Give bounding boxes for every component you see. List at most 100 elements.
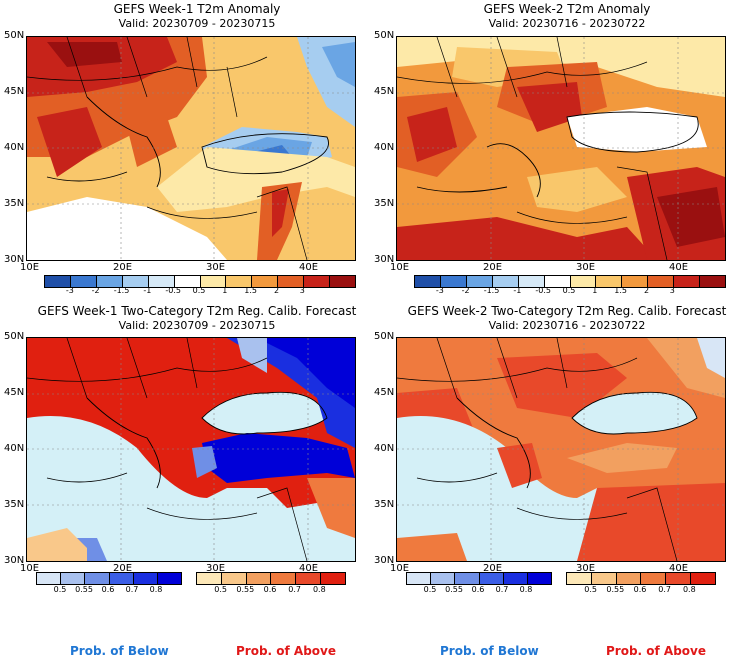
- lat-label: 50N: [4, 331, 25, 342]
- lat-label: 40N: [4, 443, 25, 454]
- prob-above-label: Prob. of Above: [236, 644, 337, 658]
- lat-label: 40N: [4, 142, 25, 153]
- colorbar-tick-label: -0.5: [535, 286, 551, 295]
- lon-label: 20E: [113, 563, 133, 574]
- colorbar-tick-label: 0.8: [312, 585, 326, 594]
- lon-label: 10E: [390, 563, 410, 574]
- anomaly-map-week2: [396, 36, 726, 261]
- colorbar-swatch: [415, 276, 441, 287]
- colorbar-tick-label: -2: [91, 286, 100, 295]
- prob-below-colorbar: [36, 572, 182, 585]
- colorbar-swatch: [455, 573, 480, 584]
- probability-map-week2: [396, 337, 726, 562]
- colorbar-swatch: [296, 573, 322, 584]
- panel-valid-dates: Valid: 20230716 - 20230722: [488, 17, 646, 30]
- colorbar-tick-label: 0.55: [445, 585, 463, 594]
- colorbar-tick-label: 0.8: [519, 585, 533, 594]
- colorbar-swatch: [544, 276, 571, 287]
- colorbar-swatch: [96, 276, 123, 287]
- colorbar-tick-label: -1: [143, 286, 152, 295]
- colorbar-swatch: [622, 276, 649, 287]
- lon-label: 30E: [576, 262, 596, 273]
- colorbar-swatch: [70, 276, 97, 287]
- colorbar-swatch: [503, 573, 528, 584]
- colorbar-swatch: [122, 276, 149, 287]
- lon-label: 10E: [20, 262, 40, 273]
- colorbar-tick-label: 0.6: [101, 585, 115, 594]
- prob-below-label: Prob. of Below: [70, 644, 169, 658]
- colorbar-tick-label: 0.6: [471, 585, 485, 594]
- lat-label: 45N: [4, 387, 25, 398]
- colorbar-swatch: [492, 276, 519, 287]
- colorbar-swatch: [252, 276, 279, 287]
- lat-label: 45N: [374, 387, 395, 398]
- panel-title: GEFS Week-2 T2m Anomaly: [483, 2, 651, 16]
- lon-label: 40E: [299, 563, 319, 574]
- prob-below-colorbar: [406, 572, 552, 585]
- lat-label: 35N: [4, 499, 25, 510]
- colorbar-tick-label: 0.7: [658, 585, 672, 594]
- colorbar-tick-label: 3: [299, 286, 305, 295]
- colorbar-swatch: [648, 276, 675, 287]
- colorbar-tick-label: 0.5: [53, 585, 67, 594]
- lon-label: 20E: [113, 262, 133, 273]
- colorbar-swatch: [304, 276, 331, 287]
- colorbar-tick-label: 0.7: [288, 585, 302, 594]
- panel-title: GEFS Week-1 T2m Anomaly: [113, 2, 281, 16]
- prob-below-colorbar-ticks: 0.5 0.55 0.6 0.7 0.8: [0, 585, 185, 595]
- colorbar-swatch: [37, 573, 62, 584]
- probability-map-week1: [26, 337, 356, 562]
- colorbar-tick-label: -2: [461, 286, 470, 295]
- colorbar-swatch: [440, 276, 467, 287]
- colorbar-swatch: [197, 573, 222, 584]
- panel-valid-dates: Valid: 20230709 - 20230715: [118, 319, 276, 332]
- lat-label: 35N: [374, 198, 395, 209]
- prob-above-colorbar-ticks: 0.5 0.55 0.6 0.7 0.8: [370, 585, 740, 595]
- lat-label: 35N: [374, 499, 395, 510]
- colorbar-swatch: [527, 573, 552, 584]
- anomaly-colorbar-ticks: -3 -2 -1.5 -1 -0.5 0.5 1 1.5 2 3: [0, 286, 370, 296]
- colorbar-swatch: [221, 573, 247, 584]
- colorbar-tick-label: 0.5: [423, 585, 437, 594]
- panel-week2-two-category: GEFS Week-2 Two-Category T2m Reg. Calib.…: [370, 300, 740, 662]
- colorbar-tick-label: 0.55: [236, 585, 255, 594]
- colorbar-swatch: [174, 276, 201, 287]
- lat-label: 50N: [374, 331, 395, 342]
- colorbar-swatch: [518, 276, 545, 287]
- lon-label: 20E: [483, 262, 503, 273]
- lon-label: 30E: [206, 563, 226, 574]
- prob-above-colorbar-ticks: 0.5 0.55 0.6 0.7 0.8: [0, 585, 370, 595]
- colorbar-swatch: [567, 573, 592, 584]
- colorbar-tick-label: 1.5: [614, 286, 628, 295]
- colorbar-swatch: [200, 276, 227, 287]
- colorbar-tick-label: 2: [643, 286, 650, 295]
- colorbar-tick-label: 0.6: [633, 585, 647, 594]
- panel-title: GEFS Week-2 Two-Category T2m Reg. Calib.…: [407, 304, 727, 318]
- lat-label: 30N: [4, 254, 25, 265]
- lat-label: 50N: [4, 30, 25, 41]
- colorbar-tick-label: 1: [592, 286, 598, 295]
- lat-label: 45N: [374, 86, 395, 97]
- anomaly-colorbar-ticks: -3 -2 -1.5 -1 -0.5 0.5 1 1.5 2 3: [370, 286, 740, 296]
- colorbar-swatch: [133, 573, 158, 584]
- colorbar-tick-label: 0.55: [606, 585, 625, 594]
- lon-label: 10E: [390, 262, 410, 273]
- colorbar-swatch: [700, 276, 726, 287]
- anomaly-colorbar: [414, 275, 726, 288]
- prob-above-colorbar: [566, 572, 716, 585]
- colorbar-tick-label: 0.5: [562, 286, 576, 295]
- panel-week1-anomaly: GEFS Week-1 T2m Anomaly Valid: 20230709 …: [0, 0, 370, 300]
- lon-label: 10E: [20, 563, 40, 574]
- panel-week2-anomaly: GEFS Week-2 T2m Anomaly Valid: 20230716 …: [370, 0, 740, 300]
- colorbar-tick-label: 3: [669, 286, 675, 295]
- lat-label: 30N: [4, 555, 25, 566]
- lat-label: 30N: [374, 555, 395, 566]
- colorbar-tick-label: 0.7: [495, 585, 509, 594]
- colorbar-swatch: [479, 573, 504, 584]
- colorbar-swatch: [674, 276, 701, 287]
- colorbar-tick-label: -3: [65, 286, 74, 295]
- colorbar-tick-label: 0.8: [149, 585, 163, 594]
- colorbar-swatch: [246, 573, 272, 584]
- anomaly-map-week1: [26, 36, 356, 261]
- colorbar-tick-label: 0.6: [263, 585, 277, 594]
